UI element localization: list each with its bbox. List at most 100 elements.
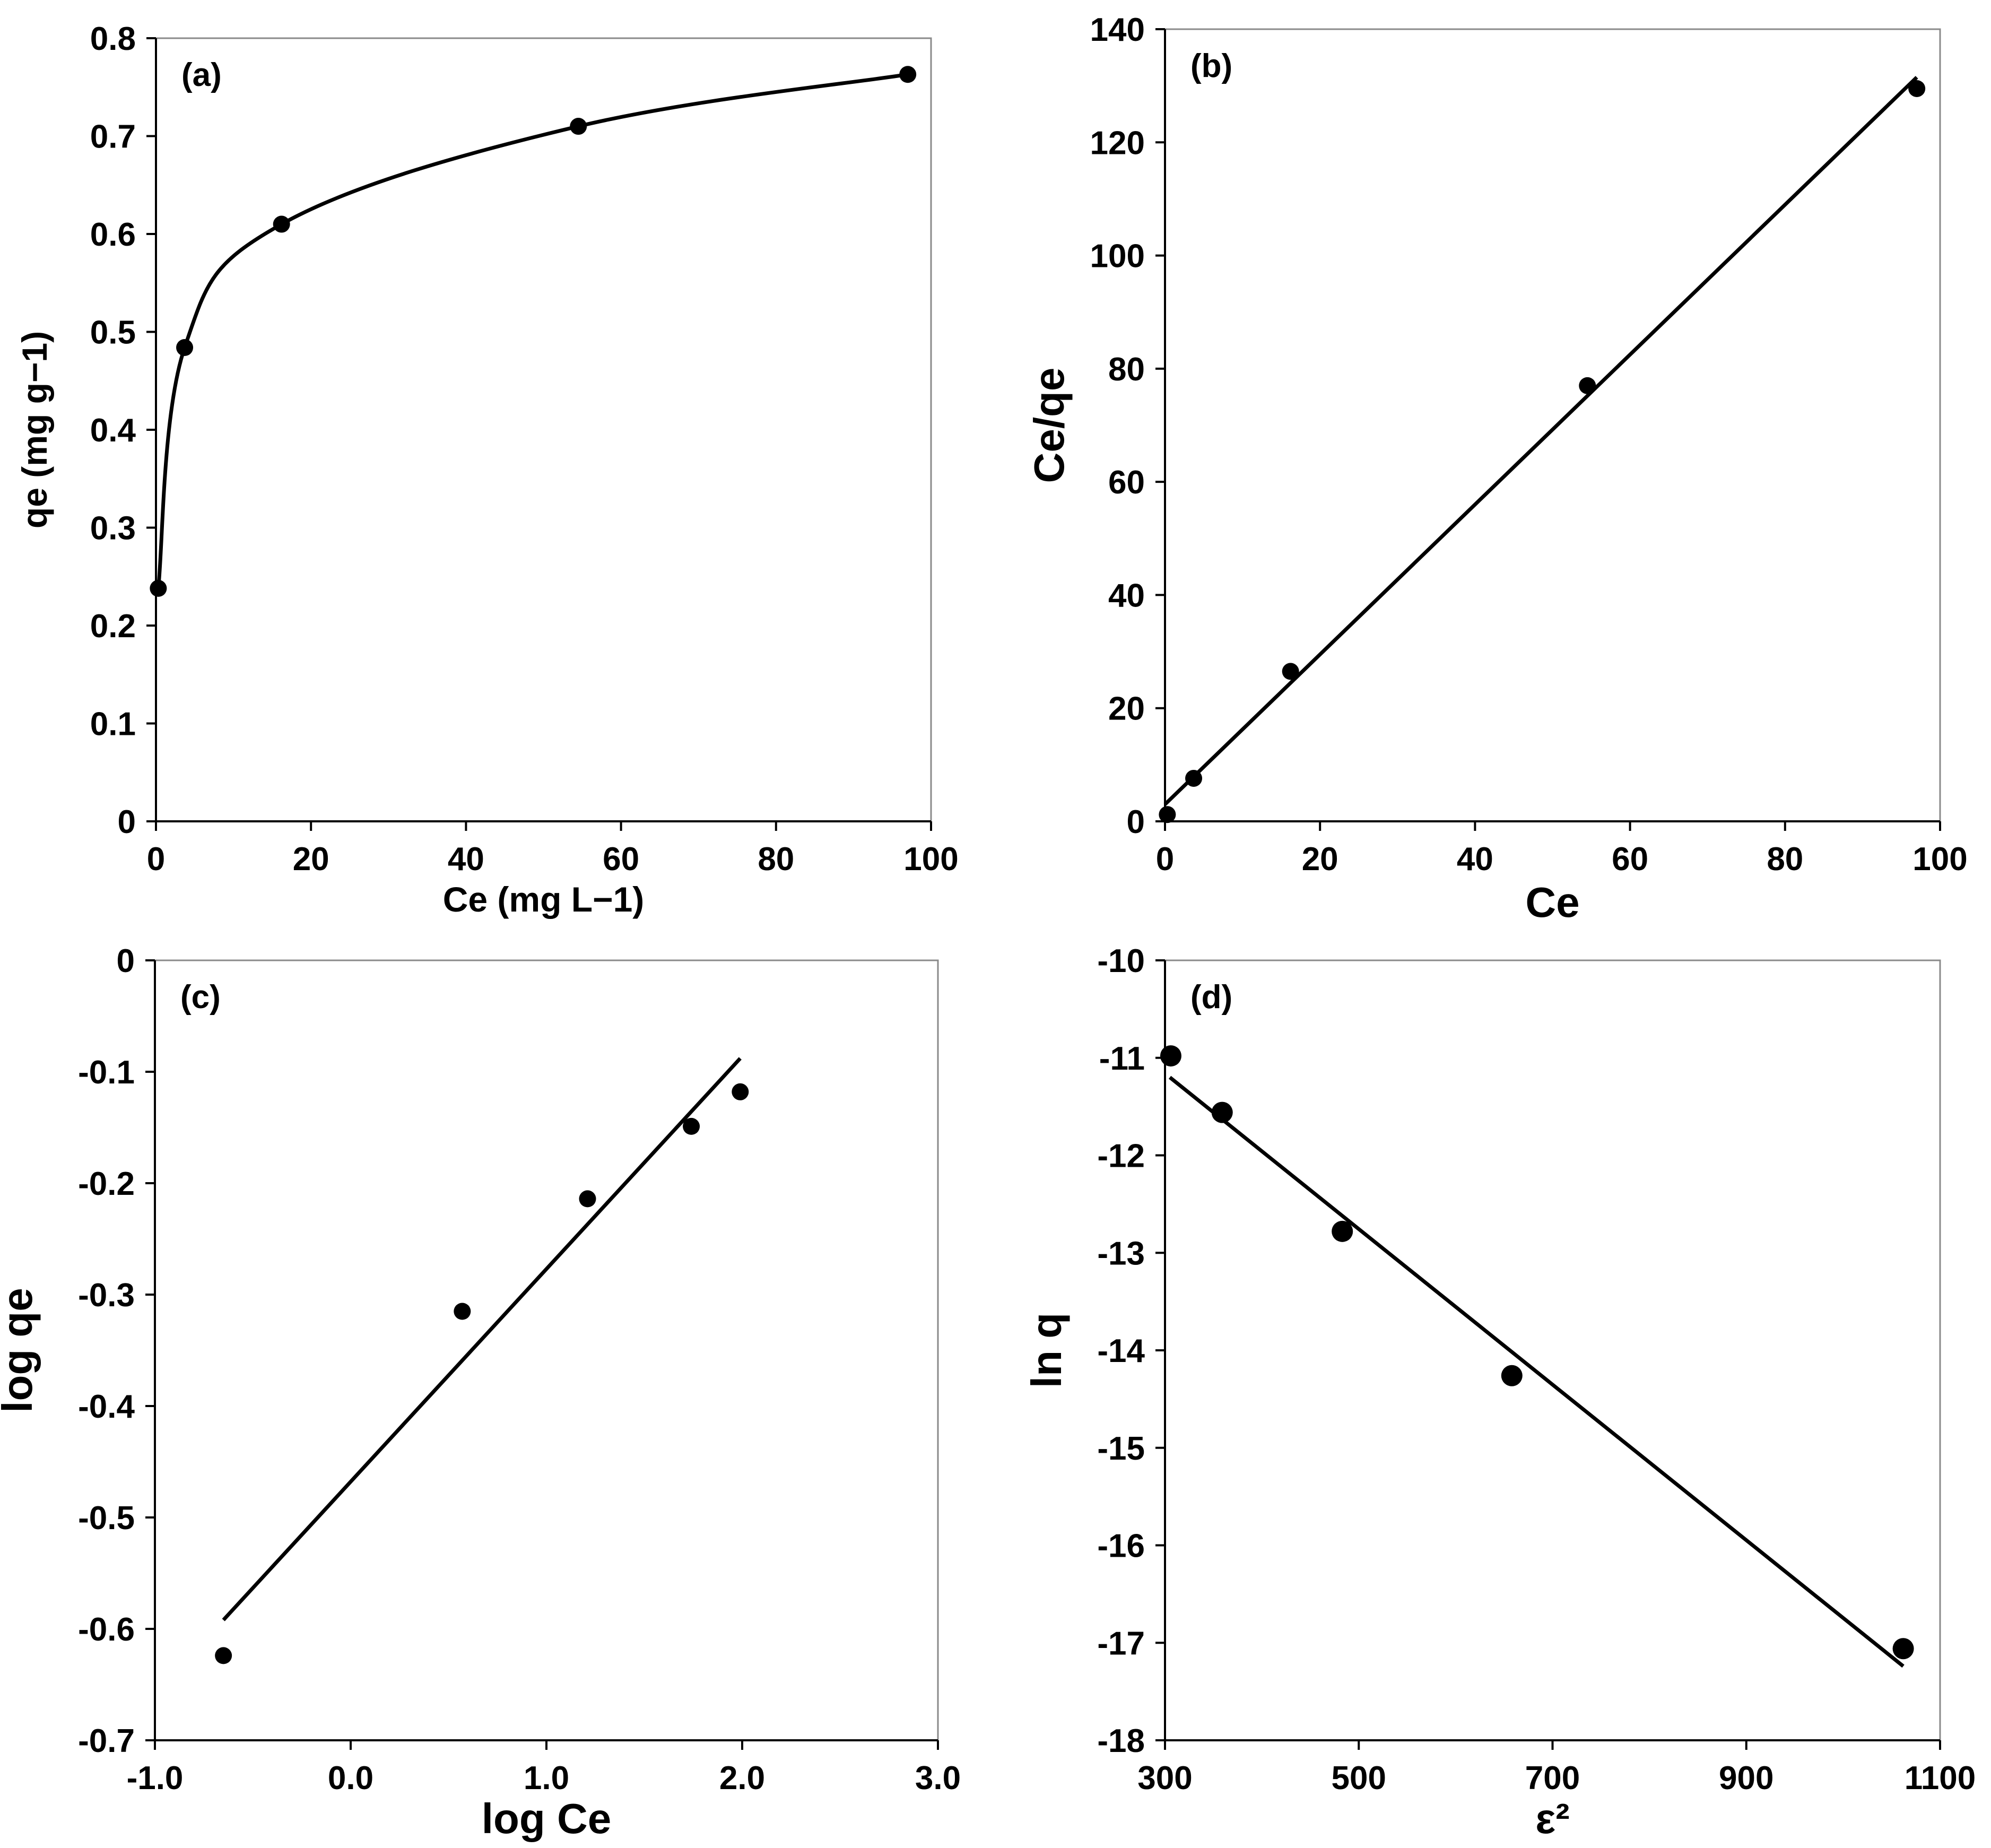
x-axis-title-a: Ce (mg L−1) [443,880,645,919]
x-tick-label-c: 1.0 [524,1760,569,1797]
y-tick-label-d: -15 [1097,1430,1145,1467]
data-point-b [1908,80,1926,97]
panel-b: 0 20 40 60 80 100 0 20 40 60 80 100 120 140 (b) Ce Ce/qe [1025,12,1968,926]
y-tick-label-b: 40 [1108,577,1145,614]
data-point-a [150,579,167,597]
x-tick-label-b: 80 [1767,841,1803,878]
x-tick-label-d: 500 [1332,1760,1386,1797]
y-axis-title-c: log qe [0,1288,41,1413]
x-tick-label-c: -1.0 [127,1760,184,1797]
y-tick-label-a: 0.7 [90,119,136,155]
x-tick-label-a: 80 [758,841,794,878]
data-point-c [579,1190,596,1208]
y-tick-label-a: 0.8 [90,21,136,57]
y-tick-label-c: -0.7 [78,1723,135,1759]
y-tick-label-b: 20 [1108,691,1145,727]
fit-line-c [222,1057,742,1621]
x-tick-label-c: 0.0 [328,1760,373,1797]
y-tick-label-c: -0.1 [78,1054,135,1091]
data-point-b [1185,769,1203,787]
y-tick-label-b: 60 [1108,464,1145,501]
x-tick-label-c: 3.0 [915,1760,961,1797]
y-tick-label-d: -10 [1097,943,1145,979]
y-axis-title-d: ln q [1023,1313,1070,1388]
y-tick-label-a: 0.2 [90,608,136,645]
plot-frame-a [155,37,932,822]
x-tick-label-c: 2.0 [719,1760,765,1797]
y-tick-label-c: -0.3 [78,1277,135,1314]
data-point-c [215,1647,232,1664]
y-tick-label-d: -13 [1097,1235,1145,1272]
x-tick-label-a: 60 [603,841,639,878]
data-point-d [1892,1638,1914,1660]
y-tick-label-b: 120 [1090,125,1145,161]
panel-label-a: (a) [181,57,222,93]
data-point-b [1282,663,1299,680]
y-tick-label-a: 0.6 [90,216,136,253]
x-tick-label-d: 700 [1525,1760,1580,1797]
data-point-c [683,1117,700,1135]
panel-c: -1.0 0.0 1.0 2.0 3.0 -0.7 -0.6 -0.5 -0.4 -0.3 -0.2… [0,943,961,1842]
y-tick-label-a: 0 [118,804,136,840]
data-point-a [570,118,587,135]
panel-label-b: (b) [1190,48,1232,84]
x-tick-label-d: 300 [1137,1760,1192,1797]
data-point-a [899,66,917,83]
data-point-a [273,215,290,233]
x-tick-label-b: 40 [1457,841,1493,878]
y-tick-label-a: 0.4 [90,412,136,449]
y-tick-label-c: -0.5 [78,1500,135,1537]
x-tick-label-b: 20 [1302,841,1338,878]
x-tick-label-a: 40 [448,841,484,878]
y-axis-title-a: qe (mg g−1) [15,331,54,528]
x-tick-label-b: 60 [1612,841,1648,878]
y-tick-label-b: 80 [1108,351,1145,388]
y-tick-label-a: 0.1 [90,706,136,743]
y-tick-label-c: -0.6 [78,1611,135,1648]
x-tick-label-b: 0 [1156,841,1174,878]
data-point-d [1160,1045,1181,1067]
y-tick-label-d: -12 [1097,1138,1145,1175]
data-point-a [176,339,194,357]
data-point-d [1332,1220,1353,1242]
data-point-c [454,1303,471,1320]
panel-label-d: (d) [1190,979,1232,1016]
panel-a: 0 20 40 60 80 100 0 0.1 0.2 0.3 0.4 0.5 0.6 0.7 0.8 (a)… [15,21,959,919]
data-point-d [1501,1365,1523,1386]
plot-frame-c [154,959,939,1741]
y-tick-label-d: -17 [1097,1625,1145,1662]
x-axis-title-c: log Ce [482,1795,611,1842]
y-tick-label-d: -16 [1097,1528,1145,1565]
x-axis-title-b: Ce [1525,879,1579,926]
plot-frame-d [1164,959,1941,1741]
fit-curve-a [156,72,908,589]
data-point-c [732,1083,749,1100]
y-tick-label-d: -14 [1097,1333,1145,1369]
y-tick-label-d: -18 [1097,1723,1145,1759]
y-tick-label-d: -11 [1099,1040,1145,1077]
x-tick-label-a: 0 [147,841,165,878]
y-tick-label-b: 140 [1090,12,1145,48]
panel-d: 300 500 700 900 1100 -18 -17 -16 -15 -14 -13 -12 -11… [1023,943,1976,1842]
panel-label-c: (c) [180,979,221,1016]
y-tick-label-c: 0 [117,943,135,979]
fit-line-b [1163,76,1918,806]
x-tick-label-a: 100 [903,841,958,878]
y-tick-label-b: 100 [1090,238,1145,275]
y-axis-title-b: Ce/qe [1025,368,1073,483]
plot-frame-b [1164,28,1941,822]
fit-line-d [1168,1075,1905,1668]
y-tick-label-a: 0.5 [90,315,136,351]
y-tick-label-c: -0.4 [78,1389,135,1425]
y-tick-label-b: 0 [1127,804,1145,840]
x-axis-title-d: ε² [1535,1795,1570,1842]
x-tick-label-d: 900 [1719,1760,1773,1797]
data-point-b [1159,806,1176,823]
data-point-d [1211,1101,1233,1123]
data-point-b [1579,377,1596,394]
y-tick-label-c: -0.2 [78,1166,135,1202]
x-tick-label-d: 1100 [1905,1760,1976,1797]
x-tick-label-a: 20 [293,841,329,878]
x-tick-label-b: 100 [1912,841,1967,878]
